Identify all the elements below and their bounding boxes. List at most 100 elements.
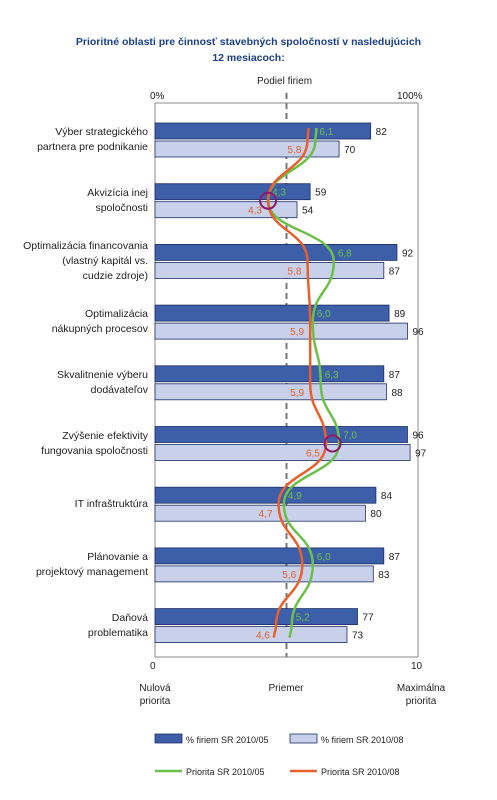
priority-label-2010-05: 4,9 — [288, 491, 302, 502]
bar-2010-08 — [154, 565, 374, 583]
category-label-line: Skvalitnenie výberu — [56, 368, 148, 381]
bar-value-label-2010-08: 80 — [370, 509, 382, 520]
bar-value-label-2010-08: 96 — [412, 327, 424, 338]
category-label-line: cudzie zdroje) — [82, 269, 148, 282]
bar-2010-05 — [154, 304, 390, 322]
top-axis-label: Podiel firiem — [257, 76, 313, 87]
category-label-line: (vlastný kapitál vs. — [62, 254, 148, 267]
bar-value-label-2010-08: 54 — [302, 206, 314, 217]
priority-label-2010-08: 5,8 — [288, 145, 302, 156]
priority-label-2010-05: 6,0 — [317, 309, 331, 320]
bar-value-label-2010-08: 87 — [389, 266, 401, 277]
bottom-label-max: Maximálna priorita — [376, 682, 466, 708]
bar-2010-08 — [154, 383, 387, 401]
bar-2010-05 — [154, 243, 398, 261]
category-label: Výber strategického partnera pre podnikan… — [8, 125, 148, 155]
bottom-label-max-line-1: Maximálna — [396, 683, 446, 694]
bar-2010-05 — [154, 365, 385, 383]
bar-2010-05 — [154, 547, 385, 565]
bottom-label-zero: Nulová priorita — [110, 682, 200, 708]
category-label: Plánovanie a projektový management — [8, 550, 148, 580]
bar-value-label-2010-08: 83 — [378, 570, 390, 581]
category-label-line: Zvýšenie efektivity — [62, 429, 148, 442]
bar-value-label-2010-05: 84 — [381, 491, 393, 502]
legend-swatch-bar-2010-05 — [154, 733, 183, 744]
priority-label-2010-08: 6,5 — [306, 449, 320, 460]
bar-value-label-2010-05: 87 — [389, 552, 401, 563]
bar-value-label-2010-05: 89 — [394, 309, 406, 320]
priority-label-2010-08: 4,7 — [259, 509, 273, 520]
highlight-circle — [323, 434, 342, 453]
top-axis-right-tick: 100% — [397, 91, 423, 102]
category-label-line: partnera pre podnikanie — [37, 141, 148, 153]
category-label-line: Optimalizácia financovania — [23, 239, 148, 252]
category-label: Optimalizácia financovania (vlastný kapit… — [8, 239, 148, 284]
category-label-line: Výber strategického — [55, 126, 148, 138]
priority-label-2010-05: 4,3 — [272, 188, 286, 199]
category-label-line: nákupných procesov — [51, 323, 148, 336]
highlight-circle — [259, 191, 278, 210]
category-label-line: Optimalizácia — [84, 308, 148, 321]
priority-label-2010-08: 4,3 — [248, 206, 262, 217]
top-axis-left-tick: 0% — [150, 91, 165, 102]
bar-2010-05 — [154, 183, 311, 201]
category-label-line: IT infraštruktúra — [74, 497, 148, 510]
category-label: Daňová problematika — [8, 611, 148, 641]
bar-value-label-2010-08: 88 — [391, 388, 403, 399]
category-label: Akvizícia inej spoločnosti — [8, 186, 148, 216]
priority-label-2010-08: 5,8 — [288, 266, 302, 277]
bottom-label-zero-line-2: priorita — [139, 696, 171, 707]
legend-swatch-bar-2010-08 — [289, 733, 318, 744]
legend-label-line-2010-05: Priorita SR 2010/05 — [186, 767, 265, 777]
bottom-label-average-line-1: Priemer — [268, 683, 304, 694]
bar-value-label-2010-08: 73 — [352, 631, 364, 642]
chart-title: Prioritné oblasti pre činnosť stavebných… — [0, 34, 497, 66]
category-label-line: dodávateľov — [90, 383, 148, 396]
category-label: Optimalizácia nákupných procesov — [8, 307, 148, 337]
priority-label-2010-08: 4,6 — [256, 631, 270, 642]
category-label-line: Plánovanie a — [87, 550, 148, 563]
category-label-line: Akvizícia inej — [87, 186, 148, 199]
bar-value-label-2010-05: 96 — [412, 431, 424, 442]
priority-label-2010-05: 6,0 — [317, 552, 331, 563]
priority-label-2010-05: 5,2 — [296, 613, 310, 624]
bottom-label-zero-line-1: Nulová — [139, 683, 171, 694]
bar-value-label-2010-08: 70 — [344, 145, 356, 156]
bottom-label-average: Priemer — [241, 682, 331, 695]
bar-value-label-2010-05: 77 — [363, 613, 375, 624]
bar-2010-05 — [154, 486, 377, 504]
bar-2010-08 — [154, 322, 408, 340]
bar-value-label-2010-05: 87 — [389, 370, 401, 381]
bottom-label-max-line-2: priorita — [405, 696, 437, 707]
category-label-line: Daňová — [111, 611, 148, 624]
legend-label-line-2010-08: Priorita SR 2010/08 — [321, 767, 400, 777]
chart-title-line-1: Prioritné oblasti pre činnosť stavebných… — [75, 36, 422, 48]
bar-2010-08 — [154, 626, 348, 643]
priority-label-2010-05: 7,0 — [343, 431, 357, 442]
category-label: Skvalitnenie výberu dodávateľov — [8, 368, 148, 398]
bottom-axis-left-tick: 0 — [150, 661, 156, 672]
chart-title-line-2: 12 mesiacoch: — [212, 52, 285, 64]
category-label-line: problematika — [87, 626, 148, 639]
category-label-line: spoločnosti — [95, 201, 148, 214]
priority-label-2010-08: 5,9 — [290, 327, 304, 338]
legend-label-bar-2010-08: % firiem SR 2010/08 — [321, 735, 404, 745]
legend-label-bar-2010-05: % firiem SR 2010/05 — [186, 735, 269, 745]
priority-label-2010-08: 5,9 — [290, 388, 304, 399]
bar-2010-05 — [154, 608, 358, 625]
bar-value-label-2010-05: 59 — [315, 188, 327, 199]
category-label: IT infraštruktúra — [8, 497, 148, 512]
priority-label-2010-08: 5,6 — [282, 570, 296, 581]
priority-label-2010-05: 6,8 — [338, 248, 352, 259]
bar-value-label-2010-08: 97 — [415, 449, 427, 460]
bar-2010-08 — [154, 444, 411, 461]
priority-label-2010-05: 6,1 — [319, 127, 333, 138]
priority-line-2010-08 — [266, 127, 328, 638]
category-label-line: projektový management — [35, 565, 148, 578]
bar-2010-08 — [154, 140, 340, 158]
bar-2010-08 — [154, 261, 385, 279]
bar-2010-05 — [154, 122, 372, 140]
bar-value-label-2010-05: 92 — [402, 248, 414, 259]
bottom-axis-right-tick: 10 — [411, 661, 423, 672]
